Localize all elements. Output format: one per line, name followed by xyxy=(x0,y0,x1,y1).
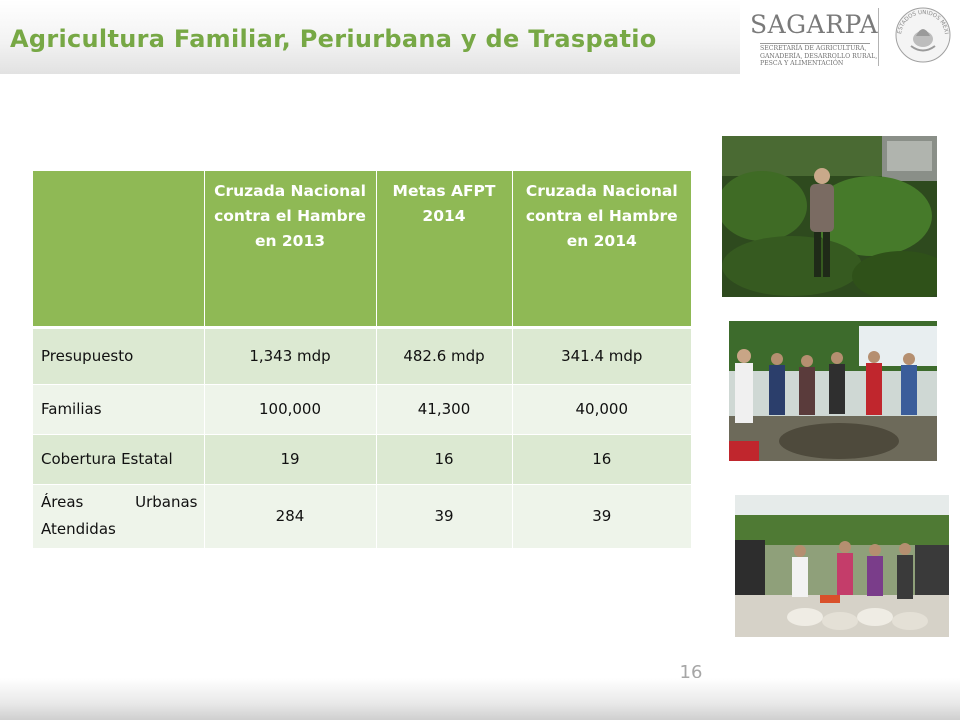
table-header-row: Cruzada Nacional contra el Hambre en 201… xyxy=(33,171,691,329)
header-band xyxy=(0,0,740,74)
header-cell-metas-afpt-2014: Metas AFPT 2014 xyxy=(376,171,513,329)
page-number: 16 xyxy=(679,662,703,683)
group-workshop-photo xyxy=(729,321,937,461)
sagarpa-logo: SAGARPA SECRETARÍA DE AGRICULTURA, GANAD… xyxy=(742,4,956,84)
row-label: Cobertura Estatal xyxy=(33,434,205,485)
table-cell: 39 xyxy=(512,484,691,549)
footer-band xyxy=(0,678,960,720)
page-title: Agricultura Familiar, Periurbana y de Tr… xyxy=(10,25,657,53)
table-cell: 19 xyxy=(204,434,377,485)
logo-rule xyxy=(760,43,870,44)
table-row: Presupuesto 1,343 mdp 482.6 mdp 341.4 md… xyxy=(33,327,691,385)
logo-wordmark: SAGARPA xyxy=(750,10,879,39)
table-cell: 100,000 xyxy=(204,384,377,435)
logo-subtitle-line: PESCA Y ALIMENTACIÓN xyxy=(760,60,844,67)
national-seal-icon: ESTADOS UNIDOS MEXICANOS xyxy=(894,6,951,63)
garden-photo xyxy=(722,136,937,297)
header-cell-cruzada-2014: Cruzada Nacional contra el Hambre en 201… xyxy=(512,171,691,329)
table-row: Cobertura Estatal 19 16 16 xyxy=(33,434,691,485)
row-label: Familias xyxy=(33,384,205,435)
table-cell: 1,343 mdp xyxy=(204,327,377,385)
row-label: Áreas Urbanas Atendidas xyxy=(33,484,205,549)
table-cell: 40,000 xyxy=(512,384,691,435)
table-cell: 16 xyxy=(376,434,513,485)
table-row: Áreas Urbanas Atendidas 284 39 39 xyxy=(33,484,691,549)
table-cell: 284 xyxy=(204,484,377,549)
logo-subtitle-line: SECRETARÍA DE AGRICULTURA, xyxy=(760,45,867,52)
logo-divider xyxy=(878,8,879,66)
logo-subtitle: SECRETARÍA DE AGRICULTURA, GANADERÍA, DE… xyxy=(760,45,880,68)
header-cell-cruzada-2013: Cruzada Nacional contra el Hambre en 201… xyxy=(204,171,377,329)
program-table: Cruzada Nacional contra el Hambre en 201… xyxy=(33,171,691,549)
table-cell: 39 xyxy=(376,484,513,549)
logo-subtitle-line: GANADERÍA, DESARROLLO RURAL, xyxy=(760,52,878,60)
table-cell: 341.4 mdp xyxy=(512,327,691,385)
table-cell: 482.6 mdp xyxy=(376,327,513,385)
header-empty-cell xyxy=(33,171,205,329)
table-row: Familias 100,000 41,300 40,000 xyxy=(33,384,691,435)
table-cell: 16 xyxy=(512,434,691,485)
supplies-distribution-photo xyxy=(735,495,949,637)
table-cell: 41,300 xyxy=(376,384,513,435)
row-label: Presupuesto xyxy=(33,327,205,385)
